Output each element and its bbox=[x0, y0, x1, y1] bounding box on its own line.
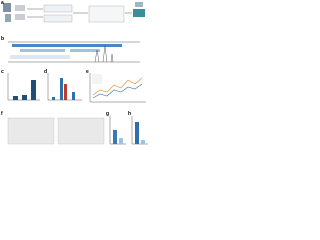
result-box bbox=[133, 9, 145, 17]
bar bbox=[72, 92, 75, 100]
bar bbox=[52, 97, 55, 100]
panel-label: h bbox=[128, 111, 131, 117]
workflow-panel bbox=[3, 2, 145, 23]
track bbox=[20, 49, 65, 52]
panel-label: e bbox=[86, 69, 89, 75]
bar bbox=[22, 95, 27, 100]
icon bbox=[5, 14, 11, 22]
track-panel bbox=[8, 41, 140, 63]
bar bbox=[119, 138, 123, 144]
icon bbox=[3, 3, 11, 12]
bar bbox=[64, 84, 67, 100]
bar-panel bbox=[109, 116, 126, 145]
axis bbox=[47, 73, 82, 101]
panel-labels: a b c d e f g h bbox=[1, 0, 131, 117]
box bbox=[43, 4, 73, 13]
image bbox=[7, 117, 55, 145]
panel-label: f bbox=[1, 111, 3, 117]
image-panel bbox=[7, 117, 105, 145]
bar bbox=[60, 78, 63, 100]
legend bbox=[92, 74, 102, 84]
icon bbox=[15, 14, 25, 20]
axis bbox=[7, 73, 40, 101]
track bbox=[70, 49, 100, 52]
bar-panel bbox=[131, 116, 148, 145]
bar-panel bbox=[7, 73, 40, 101]
bar bbox=[31, 80, 36, 100]
track bbox=[12, 44, 122, 47]
icon bbox=[15, 5, 25, 11]
panel-label: b bbox=[1, 36, 4, 42]
line-panel bbox=[89, 73, 146, 103]
icon bbox=[135, 2, 143, 7]
panel-label: g bbox=[106, 111, 109, 117]
line bbox=[92, 77, 143, 96]
bar bbox=[113, 130, 117, 144]
image bbox=[57, 117, 105, 145]
bar-panel bbox=[47, 73, 82, 101]
bar bbox=[135, 122, 139, 144]
panel-label: c bbox=[1, 69, 4, 75]
panel-label: d bbox=[44, 69, 47, 75]
bar bbox=[13, 96, 18, 100]
bar bbox=[141, 140, 145, 144]
line bbox=[92, 83, 143, 99]
peaks bbox=[94, 45, 114, 63]
box bbox=[88, 5, 125, 23]
track bbox=[10, 55, 70, 59]
figure: a b c d e f g h bbox=[0, 0, 150, 150]
axis bbox=[89, 73, 146, 103]
box bbox=[43, 14, 73, 23]
panel-label: a bbox=[1, 0, 4, 6]
